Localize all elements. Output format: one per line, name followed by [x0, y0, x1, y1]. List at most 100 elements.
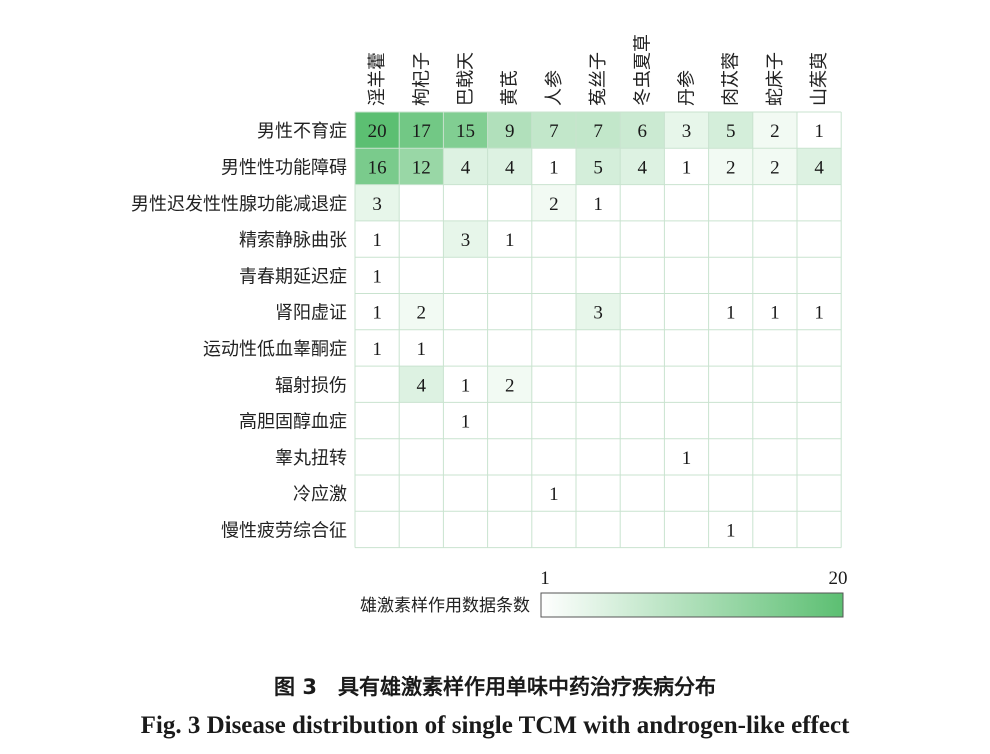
heatmap-cell [531, 402, 576, 439]
column-label: 蛇床子 [765, 52, 786, 106]
heatmap-cell [576, 366, 621, 403]
cell-value-label: 15 [456, 121, 475, 142]
heatmap-cell [531, 475, 576, 512]
heatmap-cell [355, 184, 400, 221]
heatmap-cell [797, 184, 842, 221]
cell-value-label: 1 [461, 375, 471, 396]
heatmap-cell [664, 475, 709, 512]
heatmap-cell [399, 438, 444, 475]
heatmap-cell [752, 511, 797, 548]
heatmap-cell [399, 220, 444, 258]
figure-caption-english: Fig. 3 Disease distribution of single TC… [140, 712, 850, 739]
heatmap-cell [355, 475, 400, 512]
heatmap-cell [708, 366, 753, 403]
heatmap-cell [355, 148, 400, 185]
cell-value-label: 1 [726, 303, 736, 324]
heatmap-cell [399, 257, 444, 294]
cell-value-label: 1 [372, 230, 382, 251]
heatmap-cell [752, 366, 797, 403]
heatmap-cell [664, 402, 709, 439]
heatmap-cell [531, 329, 576, 367]
heatmap-cell [576, 438, 621, 475]
cell-value-label: 1 [814, 303, 824, 324]
cell-value-label: 1 [372, 339, 382, 360]
heatmap-cell [487, 293, 532, 330]
heatmap-cell [752, 112, 797, 149]
cell-value-label: 7 [549, 121, 559, 142]
heatmap-cell [664, 511, 709, 548]
heatmap-cell [576, 184, 621, 221]
heatmap-cell [664, 293, 709, 330]
cell-value-label: 5 [726, 121, 736, 142]
heatmap-cell [708, 511, 753, 548]
heatmap-cell [752, 402, 797, 439]
cell-value-label: 1 [372, 266, 382, 287]
heatmap-cell [708, 148, 753, 185]
heatmap-cell [576, 220, 621, 258]
heatmap-cells [355, 112, 842, 548]
heatmap-cell [576, 329, 621, 367]
heatmap-cell [620, 184, 665, 221]
heatmap-cell [752, 329, 797, 367]
heatmap-cell [752, 257, 797, 294]
heatmap-cell [752, 184, 797, 221]
heatmap-cell [797, 366, 842, 403]
heatmap-cell [355, 402, 400, 439]
heatmap-cell [797, 220, 842, 258]
heatmap-cell [797, 438, 842, 475]
cell-value-label: 2 [505, 375, 515, 396]
heatmap-cell [664, 329, 709, 367]
heatmap-cell [752, 475, 797, 512]
heatmap-cell [708, 112, 753, 149]
heatmap-cell [708, 402, 753, 439]
cell-value-label: 6 [638, 121, 648, 142]
row-label: 运动性低血睾酮症 [203, 339, 347, 360]
heatmap-cell [576, 402, 621, 439]
heatmap-cell [797, 475, 842, 512]
heatmap-cell [443, 293, 488, 330]
heatmap-cell [531, 511, 576, 548]
heatmap-cell [664, 148, 709, 185]
row-label: 精索静脉曲张 [239, 230, 347, 251]
cell-value-label: 20 [368, 121, 387, 142]
heatmap-cell [443, 511, 488, 548]
heatmap-cell [443, 257, 488, 294]
column-label: 人参 [544, 70, 565, 106]
heatmap-cell [531, 184, 576, 221]
heatmap-cell [531, 220, 576, 258]
heatmap-cell [443, 112, 488, 149]
heatmap-cell [708, 257, 753, 294]
heatmap-cell [355, 366, 400, 403]
heatmap-cell [664, 112, 709, 149]
cell-value-label: 2 [726, 157, 736, 178]
cell-value-label: 12 [412, 157, 431, 178]
row-label: 男性不育症 [257, 121, 347, 142]
row-label: 肾阳虚证 [275, 303, 347, 324]
heatmap-cell [708, 438, 753, 475]
heatmap-cell [797, 293, 842, 330]
heatmap-cell [752, 438, 797, 475]
row-label: 冷应激 [293, 484, 347, 505]
heatmap-cell [355, 329, 400, 367]
heatmap-cell [752, 148, 797, 185]
heatmap-cell [355, 220, 400, 258]
heatmap-cell [708, 293, 753, 330]
heatmap-cell [664, 220, 709, 258]
row-label: 辐射损伤 [275, 375, 347, 396]
heatmap-cell [620, 293, 665, 330]
cell-value-label: 4 [814, 157, 824, 178]
cell-value-label: 4 [417, 375, 427, 396]
cell-value-label: 7 [593, 121, 603, 142]
heatmap-cell [487, 220, 532, 258]
column-label: 冬虫夏草 [632, 34, 653, 106]
heatmap-cell [443, 329, 488, 367]
heatmap-cell [620, 366, 665, 403]
cell-value-label: 3 [682, 121, 692, 142]
heatmap-cell [399, 329, 444, 367]
row-label: 高胆固醇血症 [239, 412, 347, 433]
heatmap-cell [443, 402, 488, 439]
cell-value-label: 4 [638, 157, 648, 178]
heatmap-cell [487, 475, 532, 512]
heatmap-cell [797, 329, 842, 367]
heatmap-cell [487, 511, 532, 548]
